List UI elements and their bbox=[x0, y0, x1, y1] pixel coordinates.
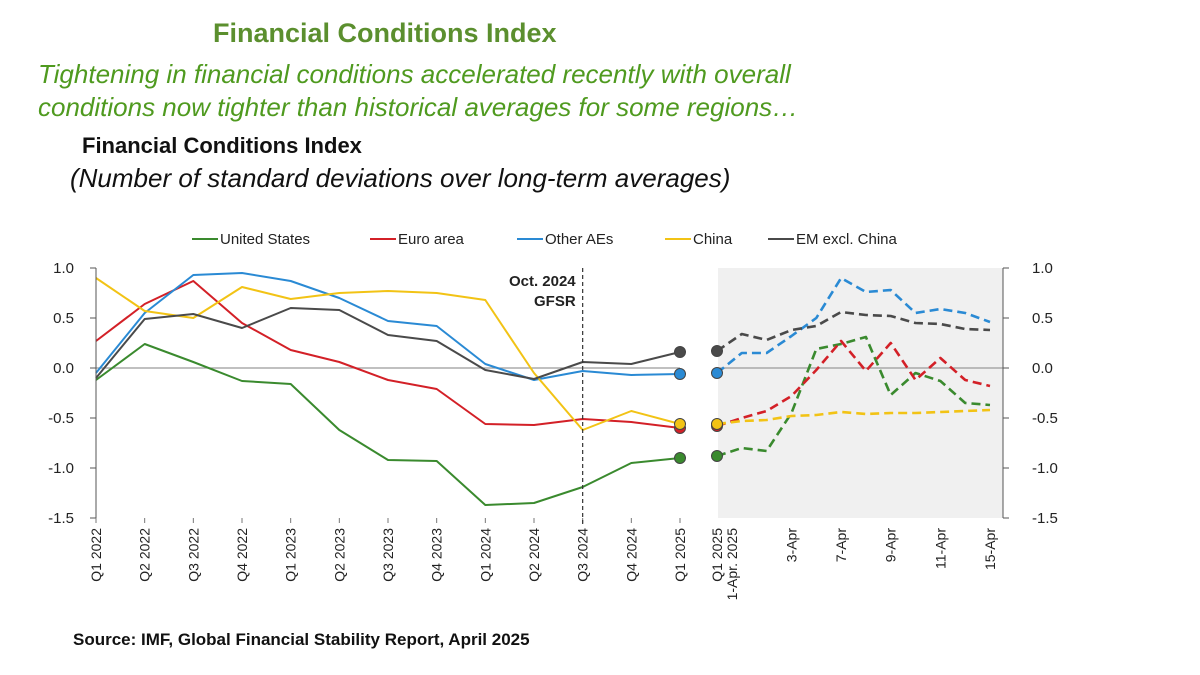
series-start-marker bbox=[711, 450, 723, 462]
series-line-daily bbox=[716, 339, 991, 428]
x-tick-label-right: 11-Apr bbox=[932, 528, 948, 569]
x-tick-label-right: Q1 2025 bbox=[709, 528, 725, 582]
series-line-daily bbox=[716, 310, 991, 353]
x-tick-label-left: Q4 2023 bbox=[429, 528, 445, 582]
series-line-daily bbox=[716, 276, 991, 375]
series-line-quarterly bbox=[95, 280, 681, 429]
header-subtitle-line-1: Tightening in financial conditions accel… bbox=[38, 59, 791, 89]
legend-label: Other AEs bbox=[545, 231, 613, 248]
y-tick-label-right: 0.0 bbox=[1032, 360, 1053, 377]
x-tick-label-right: 1-Apr. 2025 bbox=[724, 528, 740, 601]
series-line-quarterly bbox=[95, 277, 681, 431]
y-tick-label-left: -0.5 bbox=[48, 410, 74, 427]
x-tick-label-left: Q2 2023 bbox=[331, 528, 347, 582]
header-subtitle-line-2: conditions now tighter than historical a… bbox=[38, 92, 799, 122]
y-tick-label-right: 0.5 bbox=[1032, 310, 1053, 327]
header-subtitle: Tightening in financial conditions accel… bbox=[38, 58, 798, 124]
legend-label: United States bbox=[220, 231, 310, 248]
x-tick-label-left: Q3 2023 bbox=[380, 528, 396, 582]
x-tick-label-left: Q2 2024 bbox=[526, 528, 542, 582]
x-tick-label-left: Q4 2022 bbox=[234, 528, 250, 582]
source-note: Source: IMF, Global Financial Stability … bbox=[73, 630, 530, 649]
x-tick-label-right: 7-Apr bbox=[833, 528, 849, 563]
series-end-marker bbox=[674, 452, 686, 464]
daily-panel-background bbox=[718, 268, 1003, 518]
y-tick-label-left: -1.5 bbox=[48, 510, 74, 527]
series-line-daily bbox=[716, 408, 991, 426]
series-line-quarterly bbox=[95, 272, 681, 381]
legend-label: China bbox=[693, 231, 733, 248]
x-tick-label-left: Q4 2024 bbox=[623, 528, 639, 582]
y-tick-label-right: -0.5 bbox=[1032, 410, 1058, 427]
y-tick-label-right: 1.0 bbox=[1032, 260, 1053, 277]
y-tick-label-left: 0.5 bbox=[53, 310, 74, 327]
y-tick-label-left: -1.0 bbox=[48, 460, 74, 477]
x-tick-label-left: Q3 2024 bbox=[575, 528, 591, 582]
series-end-marker bbox=[674, 346, 686, 358]
x-tick-label-left: Q3 2022 bbox=[185, 528, 201, 582]
legend-label: EM excl. China bbox=[796, 231, 898, 248]
series-end-marker bbox=[674, 368, 686, 380]
y-tick-label-right: -1.0 bbox=[1032, 460, 1058, 477]
x-tick-label-right: 9-Apr bbox=[883, 528, 899, 563]
series-end-marker bbox=[674, 418, 686, 430]
series-start-marker bbox=[711, 367, 723, 379]
x-tick-label-left: Q2 2022 bbox=[137, 528, 153, 582]
chart-subtitle: (Number of standard deviations over long… bbox=[70, 163, 731, 193]
x-tick-label-right: 3-Apr bbox=[783, 528, 799, 563]
gfsr-annotation-label: GFSR bbox=[534, 293, 576, 310]
header-title: Financial Conditions Index bbox=[213, 18, 557, 48]
series-start-marker bbox=[711, 345, 723, 357]
y-tick-label-left: 0.0 bbox=[53, 360, 74, 377]
y-tick-label-left: 1.0 bbox=[53, 260, 74, 277]
chart-title: Financial Conditions Index bbox=[82, 133, 362, 158]
x-tick-label-right: 15-Apr bbox=[982, 528, 998, 570]
x-tick-label-left: Q1 2023 bbox=[283, 528, 299, 582]
gfsr-annotation-label: Oct. 2024 bbox=[509, 273, 576, 290]
series-start-marker bbox=[711, 418, 723, 430]
legend-label: Euro area bbox=[398, 231, 465, 248]
x-tick-label-left: Q1 2025 bbox=[672, 528, 688, 582]
x-tick-label-left: Q1 2022 bbox=[88, 528, 104, 582]
y-tick-label-right: -1.5 bbox=[1032, 510, 1058, 527]
x-tick-label-left: Q1 2024 bbox=[477, 528, 493, 582]
series-line-daily bbox=[716, 335, 991, 458]
